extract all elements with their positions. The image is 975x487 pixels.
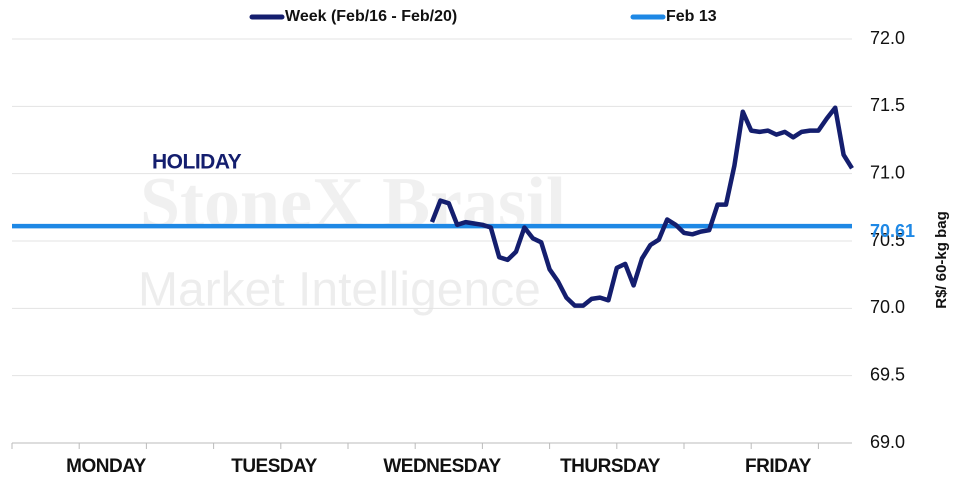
x-tick-label: THURSDAY [560,456,661,477]
x-tick-label: TUESDAY [231,456,317,477]
y-tick-label: 70.0 [870,297,905,317]
y-axis-label: R$/ 60-kg bag [933,211,950,309]
annotation: HOLIDAY [152,151,242,174]
y-tick-label: 71.5 [870,95,905,115]
y-tick-label: 70.5 [870,230,905,250]
series-line [429,105,854,308]
y-tick-label: 69.0 [870,432,905,452]
watermark: StoneX Brasil [140,163,566,243]
x-tick-label: FRIDAY [745,456,812,477]
x-tick-label: WEDNESDAY [383,456,501,477]
y-tick-label: 71.0 [870,162,905,182]
y-tick-label: 69.5 [870,364,905,384]
reference-label: 70.61 [870,221,915,241]
x-tick-label: MONDAY [66,456,147,477]
y-tick-label: 72.0 [870,28,905,48]
legend-label: Feb 13 [666,8,717,25]
legend-label: Week (Feb/16 - Feb/20) [285,8,457,25]
